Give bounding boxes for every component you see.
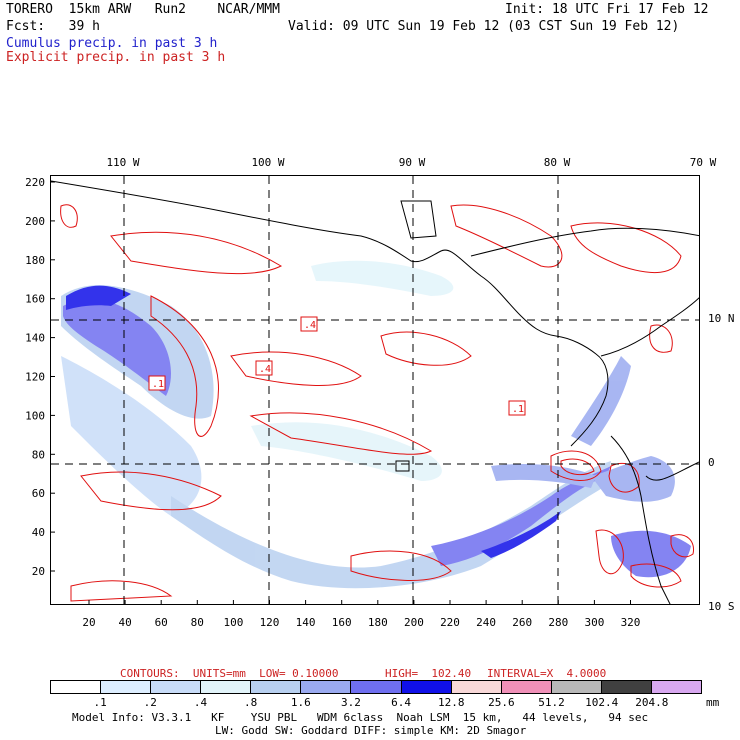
y-tick-label: 180: [25, 254, 45, 267]
contour-label-boxes: .4 .4 .1 .1: [148, 316, 526, 416]
contour-units: CONTOURS: UNITS=mm LOW= 0.10000: [120, 667, 339, 680]
valid-time: Valid: 09 UTC Sun 19 Feb 12 (03 CST Sun …: [288, 19, 680, 34]
colorbar-swatch: [201, 681, 252, 693]
colorbar-swatch: [451, 681, 502, 693]
colorbar-label: 204.8: [635, 696, 669, 709]
colorbar-swatch: [301, 681, 352, 693]
y-tick-label: 120: [25, 371, 45, 384]
colorbar-label: .4: [193, 696, 208, 709]
precip-colorbar: [50, 680, 702, 694]
x-tick-label: 280: [548, 616, 568, 629]
x-tick-label: 20: [82, 616, 95, 629]
model-info: Model Info: V3.3.1 KF YSU PBL WDM 6class…: [72, 711, 649, 724]
y-tick-label: 40: [32, 526, 45, 539]
map-label-3: .1: [152, 379, 164, 390]
colorbar-swatch: [151, 681, 202, 693]
explicit-legend: Explicit precip. in past 3 h: [6, 50, 226, 65]
lat-label: 10 N: [708, 312, 735, 325]
x-tick-label: 40: [118, 616, 131, 629]
x-tick-label: 100: [223, 616, 243, 629]
coastlines: [51, 180, 699, 604]
colorbar-label: 3.2: [340, 696, 361, 709]
colorbar-swatch: [51, 681, 102, 693]
colorbar-swatch: [351, 681, 402, 693]
lat-label: 0: [708, 456, 715, 469]
colorbar-label: .8: [243, 696, 258, 709]
colorbar-label: 12.8: [437, 696, 465, 709]
lon-label: 90 W: [399, 156, 426, 169]
map-label-2: .4: [259, 364, 271, 375]
colorbar-swatch: [251, 681, 302, 693]
precipitation-map: .4 .4 .1 .1: [50, 175, 700, 605]
x-tick-label: 220: [440, 616, 460, 629]
x-tick-label: 200: [404, 616, 424, 629]
colorbar-swatch: [101, 681, 152, 693]
y-tick-label: 20: [32, 565, 45, 578]
colorbar-swatch: [601, 681, 652, 693]
x-tick-label: 260: [512, 616, 532, 629]
map-label-1: .4: [304, 320, 316, 331]
colorbar-label: 25.6: [488, 696, 515, 709]
colorbar-label: .1: [93, 696, 107, 709]
y-tick-label: 60: [32, 487, 45, 500]
x-tick-label: 180: [368, 616, 388, 629]
map-label-4: .1: [512, 404, 524, 415]
init-time: Init: 18 UTC Fri 17 Feb 12: [505, 2, 709, 17]
lat-lon-grid: [51, 176, 699, 604]
colorbar-swatch: [551, 681, 602, 693]
y-tick-label: 80: [32, 448, 45, 461]
x-tick-label: 140: [296, 616, 316, 629]
colorbar-label: 102.4: [585, 696, 619, 709]
map-canvas: .4 .4 .1 .1: [51, 176, 699, 604]
y-tick-label: 200: [25, 215, 45, 228]
colorbar-units: mm: [706, 696, 720, 709]
x-tick-label: 120: [260, 616, 280, 629]
x-tick-label: 300: [584, 616, 604, 629]
lon-label: 70 W: [690, 156, 717, 169]
y-tick-label: 160: [25, 293, 45, 306]
colorbar-label: 1.6: [290, 696, 311, 709]
forecast-hour: Fcst: 39 h: [6, 19, 100, 34]
lon-label: 100 W: [251, 156, 284, 169]
x-tick-label: 80: [191, 616, 204, 629]
contour-high: HIGH= 102.40: [385, 667, 472, 680]
x-tick-label: 160: [332, 616, 352, 629]
lat-label: 10 S: [708, 600, 735, 613]
explicit-precip-contours: [60, 204, 695, 602]
title-line: TORERO 15km ARW Run2 NCAR/MMM: [6, 2, 280, 17]
colorbar-swatch: [501, 681, 552, 693]
colorbar-label: 6.4: [391, 696, 411, 709]
cumulus-legend: Cumulus precip. in past 3 h: [6, 36, 218, 51]
physics-info: LW: Godd SW: Goddard DIFF: simple KM: 2D…: [215, 724, 527, 737]
y-tick-label: 100: [25, 409, 45, 422]
y-tick-label: 220: [25, 176, 45, 189]
lon-label: 80 W: [544, 156, 571, 169]
lon-label: 110 W: [106, 156, 139, 169]
colorbar-label: 51.2: [538, 696, 565, 709]
colorbar-swatch: [651, 681, 702, 693]
x-tick-label: 320: [621, 616, 641, 629]
colorbar-label: .2: [143, 696, 157, 709]
colorbar-swatch: [401, 681, 452, 693]
contour-interval: INTERVAL=X 4.0000: [487, 667, 607, 680]
x-tick-label: 240: [476, 616, 496, 629]
x-tick-label: 60: [155, 616, 168, 629]
y-tick-label: 140: [25, 332, 45, 345]
